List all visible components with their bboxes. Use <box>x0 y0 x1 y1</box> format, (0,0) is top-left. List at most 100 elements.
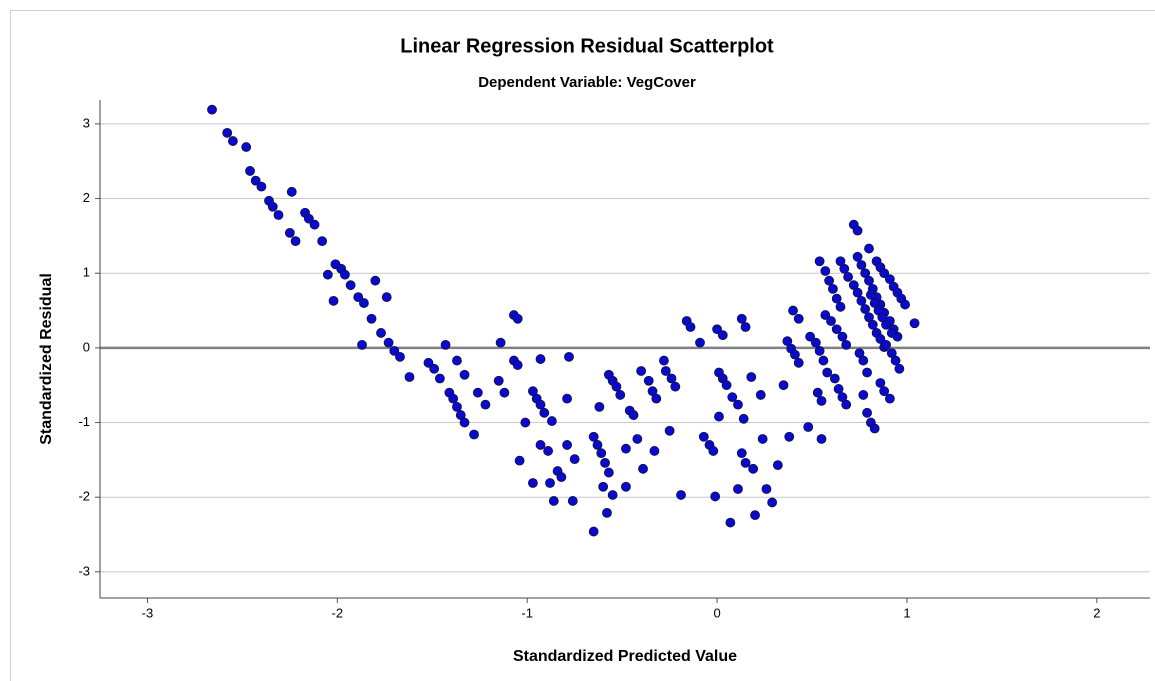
y-tick-label: -1 <box>78 414 90 429</box>
point <box>562 440 572 450</box>
point <box>607 490 618 500</box>
point <box>452 401 462 412</box>
point <box>290 236 301 247</box>
point <box>207 104 217 115</box>
point <box>843 272 854 282</box>
point <box>865 289 876 300</box>
point <box>757 434 768 444</box>
point <box>862 367 872 378</box>
point <box>767 497 778 508</box>
x-tick-label: 2 <box>1093 605 1100 620</box>
point <box>909 318 920 329</box>
point <box>824 275 835 286</box>
point <box>816 434 827 444</box>
point <box>660 366 671 376</box>
point <box>666 373 677 384</box>
point <box>862 407 872 418</box>
point <box>273 210 284 220</box>
point <box>556 472 567 482</box>
point <box>328 295 339 306</box>
point <box>748 463 759 474</box>
point <box>245 166 255 176</box>
point <box>717 330 728 341</box>
point <box>448 393 459 404</box>
point <box>440 339 451 350</box>
y-tick-label: -2 <box>78 489 90 504</box>
point <box>615 390 626 400</box>
point <box>543 446 554 456</box>
point <box>750 510 760 521</box>
point <box>539 407 550 418</box>
point <box>632 434 643 444</box>
y-tick-label: -3 <box>78 563 90 578</box>
point <box>535 399 546 410</box>
point <box>317 236 328 247</box>
point <box>528 478 538 488</box>
y-axis-label: Standardized Residual <box>38 273 55 445</box>
point <box>267 201 278 212</box>
chart-title: Linear Regression Residual Scatterplot <box>400 35 774 57</box>
point <box>820 266 831 276</box>
point <box>535 354 546 364</box>
point <box>740 322 751 332</box>
point <box>548 496 559 506</box>
point <box>359 298 369 308</box>
point <box>812 387 823 398</box>
point <box>829 373 840 384</box>
point <box>725 517 736 528</box>
y-tick-label: 1 <box>83 265 90 280</box>
point <box>512 313 523 324</box>
point <box>761 484 772 494</box>
point <box>366 313 377 324</box>
point <box>322 269 333 280</box>
x-tick-label: 0 <box>713 605 720 620</box>
point <box>727 392 738 403</box>
point <box>852 251 863 262</box>
point <box>603 467 614 478</box>
x-tick-label: -1 <box>521 605 533 620</box>
point <box>241 142 252 152</box>
point <box>828 283 838 294</box>
point <box>833 384 844 394</box>
point <box>512 360 523 370</box>
point <box>852 287 863 298</box>
point <box>429 363 440 374</box>
point <box>621 481 631 492</box>
point <box>738 413 749 424</box>
point <box>856 260 867 270</box>
point <box>676 490 686 500</box>
chart-subtitle: Dependent Variable: VegCover <box>478 74 696 91</box>
point <box>831 324 842 335</box>
point <box>499 387 510 398</box>
point <box>602 507 612 518</box>
point <box>733 484 743 494</box>
point <box>714 411 724 422</box>
point <box>736 313 747 324</box>
point <box>733 399 743 410</box>
point <box>869 423 880 434</box>
point <box>256 181 267 192</box>
point <box>822 367 833 378</box>
point <box>670 381 681 392</box>
point <box>643 375 654 386</box>
point <box>596 448 607 459</box>
point <box>890 355 901 366</box>
point <box>712 324 722 335</box>
point <box>793 357 804 368</box>
point <box>772 460 783 471</box>
point <box>520 417 531 428</box>
point <box>721 380 732 391</box>
point <box>404 372 415 382</box>
point <box>480 399 491 410</box>
point <box>881 319 891 330</box>
point <box>638 463 648 474</box>
point <box>340 269 350 280</box>
point <box>284 227 295 238</box>
point <box>841 339 852 350</box>
point <box>900 299 910 310</box>
point <box>818 355 829 366</box>
point <box>423 357 434 368</box>
point <box>636 366 647 376</box>
y-tick-label: 3 <box>83 115 90 130</box>
